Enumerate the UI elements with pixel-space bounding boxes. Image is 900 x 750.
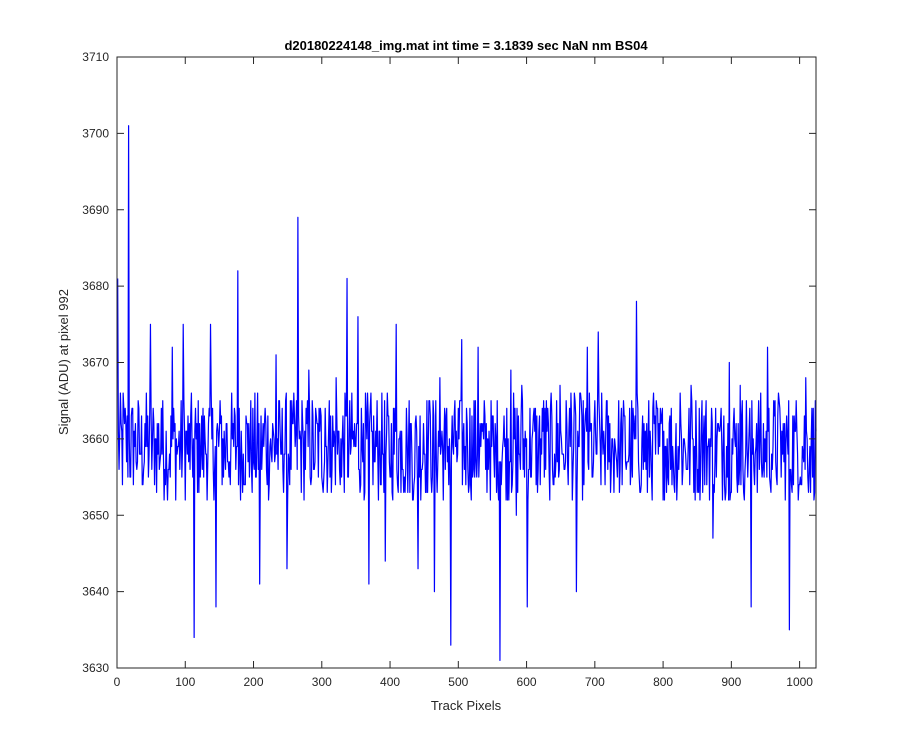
y-tick-label: 3700	[82, 126, 109, 140]
y-tick-label: 3670	[82, 356, 109, 370]
plot-background	[117, 57, 816, 668]
x-tick-label: 300	[312, 675, 332, 689]
x-tick-label: 800	[653, 675, 673, 689]
x-tick-label: 600	[517, 675, 537, 689]
x-tick-label: 1000	[786, 675, 813, 689]
y-tick-label: 3660	[82, 432, 109, 446]
x-tick-label: 0	[114, 675, 121, 689]
y-tick-label: 3640	[82, 585, 109, 599]
y-tick-label: 3680	[82, 279, 109, 293]
y-tick-label: 3710	[82, 50, 109, 64]
y-tick-label: 3650	[82, 508, 109, 522]
y-tick-label: 3690	[82, 203, 109, 217]
x-tick-label: 200	[244, 675, 264, 689]
series-line	[117, 125, 817, 661]
series-layer	[117, 125, 817, 661]
x-tick-label: 900	[721, 675, 741, 689]
y-tick-label: 3630	[82, 661, 109, 675]
x-tick-label: 700	[585, 675, 605, 689]
x-tick-label: 500	[448, 675, 468, 689]
x-tick-label: 400	[380, 675, 400, 689]
x-axis-title: Track Pixels	[431, 698, 502, 713]
y-axis-title: Signal (ADU) at pixel 992	[56, 289, 71, 435]
tick-layer: 0 100 200 300 400 500 600 700 800 900 1000 3630 3640…	[82, 50, 816, 689]
chart-title: d20180224148_img.mat int time = 3.1839 s…	[284, 38, 648, 53]
x-tick-label: 100	[175, 675, 195, 689]
